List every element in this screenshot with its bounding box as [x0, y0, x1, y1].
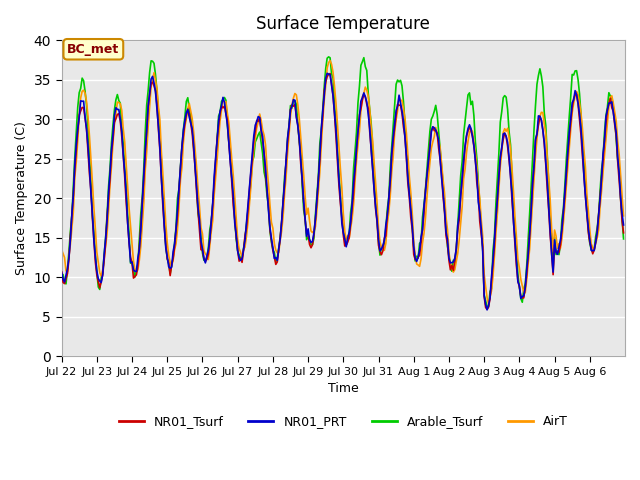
Legend: NR01_Tsurf, NR01_PRT, Arable_Tsurf, AirT: NR01_Tsurf, NR01_PRT, Arable_Tsurf, AirT [113, 410, 573, 433]
Title: Surface Temperature: Surface Temperature [257, 15, 430, 33]
Y-axis label: Surface Temperature (C): Surface Temperature (C) [15, 121, 28, 275]
X-axis label: Time: Time [328, 382, 358, 396]
Text: BC_met: BC_met [67, 43, 120, 56]
